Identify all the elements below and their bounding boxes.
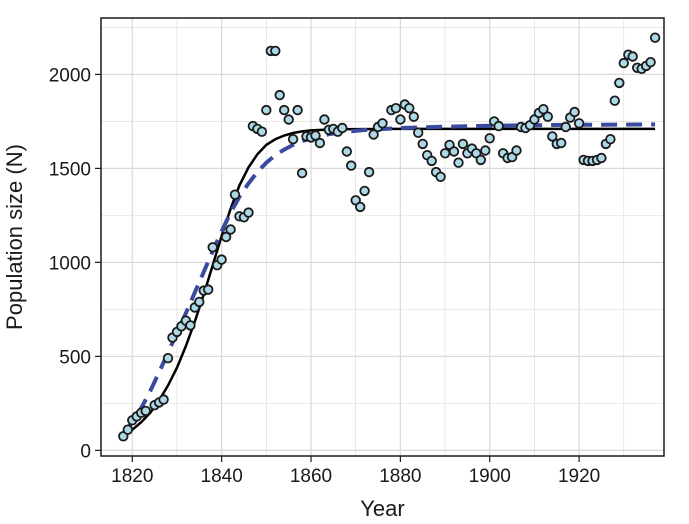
- data-point: [395, 114, 406, 125]
- data-point: [202, 284, 214, 295]
- data-point: [573, 118, 585, 129]
- data-point: [243, 207, 254, 218]
- y-tick-label: 2000: [49, 65, 91, 86]
- data-point: [408, 111, 420, 122]
- y-tick-label: 0: [80, 441, 91, 462]
- data-point: [256, 126, 268, 137]
- data-point: [140, 405, 151, 417]
- data-point: [216, 254, 227, 265]
- data-point: [645, 57, 656, 68]
- x-tick-label: 1840: [201, 466, 243, 487]
- data-point: [605, 133, 616, 145]
- data-point: [493, 120, 504, 132]
- data-point: [538, 103, 549, 115]
- data-point: [225, 224, 236, 235]
- data-point: [314, 137, 326, 149]
- data-point: [511, 145, 522, 156]
- data-point: [292, 104, 303, 116]
- data-point: [435, 171, 446, 183]
- data-point: [439, 148, 451, 159]
- data-point: [484, 133, 495, 144]
- data-point: [194, 296, 205, 308]
- data-point: [355, 201, 366, 213]
- data-point: [368, 129, 379, 140]
- data-point: [185, 320, 196, 331]
- y-tick-label: 500: [59, 347, 91, 368]
- data-point: [596, 152, 607, 164]
- data-point: [649, 32, 661, 43]
- data-point: [337, 122, 348, 134]
- data-point: [363, 166, 375, 178]
- data-point: [261, 104, 272, 116]
- data-point: [377, 118, 388, 129]
- data-point: [457, 138, 469, 150]
- data-point: [296, 167, 308, 179]
- data-point: [547, 131, 558, 142]
- dashed-fit-line: [121, 122, 656, 435]
- data-point: [609, 95, 621, 106]
- x-tick-label: 1820: [111, 466, 153, 487]
- data-point: [556, 137, 567, 149]
- data-point: [310, 130, 321, 141]
- data-point: [346, 160, 357, 171]
- data-point: [283, 114, 294, 125]
- data-point: [122, 424, 134, 435]
- data-point: [417, 138, 428, 150]
- x-tick-label: 1860: [290, 466, 332, 487]
- y-axis-title: Population size (N): [2, 144, 27, 330]
- data-point: [274, 89, 285, 101]
- data-point: [569, 106, 580, 118]
- x-tick-label: 1900: [469, 466, 511, 487]
- data-point: [207, 242, 218, 253]
- data-point: [270, 45, 281, 57]
- data-point: [162, 353, 174, 364]
- data-point: [618, 57, 630, 69]
- y-tick-label: 1500: [49, 159, 91, 180]
- data-point: [614, 77, 625, 89]
- data-point: [279, 104, 290, 116]
- fitted-curves: [121, 122, 656, 437]
- data-point: [404, 102, 415, 114]
- data-point: [426, 155, 437, 167]
- data-point: [542, 111, 554, 122]
- data-point: [627, 51, 638, 62]
- plot-panel-border: [100, 17, 665, 457]
- x-axis-title: Year: [360, 496, 404, 521]
- data-point: [390, 102, 402, 114]
- data-point: [287, 133, 299, 145]
- data-point: [448, 146, 460, 157]
- grid: [101, 18, 664, 456]
- axes: 1820 1840 1860 1880 1900 1920 0 500 1000 1500 2000: [49, 65, 601, 487]
- data-point: [229, 189, 241, 200]
- data-point: [453, 157, 464, 168]
- data-point: [413, 127, 424, 138]
- x-tick-label: 1920: [558, 466, 600, 487]
- data-points: [118, 32, 661, 442]
- x-tick-label: 1880: [379, 466, 421, 487]
- data-point: [475, 154, 487, 166]
- data-point: [220, 231, 232, 243]
- y-tick-label: 1000: [49, 253, 91, 274]
- data-point: [341, 146, 353, 157]
- solid-fit-line: [122, 127, 656, 437]
- data-point: [560, 121, 571, 133]
- data-point: [319, 114, 330, 125]
- data-point: [480, 145, 491, 156]
- data-point: [158, 394, 169, 405]
- data-point: [359, 185, 370, 197]
